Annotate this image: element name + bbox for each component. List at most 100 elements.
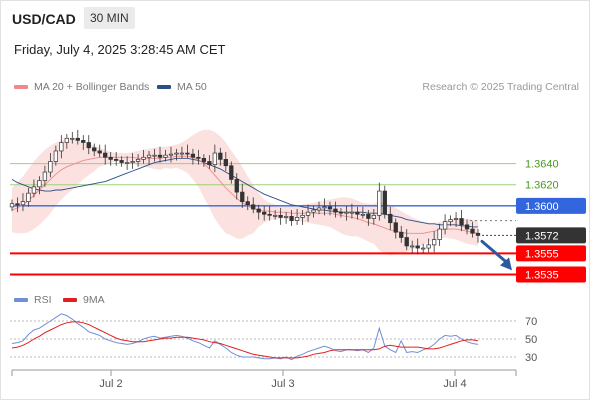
candle-body: [410, 245, 415, 248]
legend-swatch-ma50: [157, 85, 171, 89]
legend-swatch-ma20: [14, 85, 28, 89]
level-tag-1.3600: [516, 197, 586, 214]
level-label-1.3600: 1.3600: [525, 201, 559, 213]
candle-body: [124, 162, 130, 164]
candle: [322, 198, 327, 216]
level-tag-1.3555: [516, 245, 586, 262]
candle: [294, 209, 300, 225]
candle: [75, 129, 80, 145]
chart-header: USD/CAD 30 MIN: [1, 1, 589, 37]
candle-body: [421, 247, 426, 250]
candle-body: [289, 216, 294, 221]
candle: [86, 135, 91, 155]
x-tick-label: Jul 3: [271, 378, 294, 390]
candle-body: [190, 153, 196, 158]
candle: [15, 197, 20, 213]
candle-body: [229, 165, 234, 180]
candle-body: [48, 161, 53, 173]
candle: [245, 196, 250, 211]
candle-body: [404, 237, 409, 247]
legend-rsi-ma9: 9MA: [63, 294, 105, 306]
candle: [283, 212, 289, 224]
candle: [37, 176, 42, 195]
candle: [360, 206, 366, 219]
candle: [415, 238, 420, 255]
candle: [442, 214, 448, 235]
rsi-line: [11, 313, 479, 361]
candle: [404, 229, 409, 251]
rsi-tick-30: 30: [525, 352, 537, 364]
candle: [327, 201, 333, 216]
candle-body: [349, 211, 355, 214]
candle: [311, 205, 316, 218]
candle-body: [294, 217, 300, 221]
candle: [196, 149, 201, 165]
candle-body: [470, 228, 475, 234]
candle-body: [234, 179, 239, 193]
candle-body: [355, 211, 360, 215]
candle-body: [152, 154, 157, 157]
candle: [207, 155, 212, 169]
candle: [31, 179, 37, 198]
level-label-1.3555: 1.3555: [525, 248, 559, 260]
candle: [251, 197, 256, 214]
candle: [103, 144, 108, 165]
candle: [53, 145, 59, 166]
candle: [459, 210, 464, 232]
candle-body: [92, 147, 97, 152]
candle-body: [415, 245, 420, 249]
last-price-tag: [516, 227, 586, 244]
source-credit: Research © 2025 Trading Central: [422, 81, 579, 93]
candle-body: [37, 180, 42, 188]
candle: [64, 134, 69, 149]
candle: [289, 210, 294, 226]
candle-body: [103, 152, 108, 158]
candle-body: [212, 152, 217, 166]
forecast-arrow-head: [500, 257, 512, 271]
interval-badge[interactable]: 30 MIN: [84, 7, 135, 29]
price-panel: 1.3640 1.3620 1.3600 1.3555 1.3535 1.3572: [9, 129, 586, 283]
candle: [185, 144, 190, 159]
candle-body: [382, 190, 387, 215]
candle: [201, 154, 207, 167]
candle: [119, 156, 124, 167]
candle: [135, 154, 141, 167]
candle: [124, 156, 130, 170]
candle: [470, 221, 475, 238]
candle-body: [20, 201, 26, 206]
candle-body: [9, 203, 15, 208]
candle-body: [322, 206, 327, 209]
ma50-line: [11, 157, 478, 228]
candle: [371, 209, 376, 225]
candle-body: [256, 208, 261, 213]
candle-body: [114, 159, 119, 161]
legend-label-rsi: RSI: [34, 294, 52, 306]
candle-body: [251, 204, 256, 210]
candle-body: [283, 216, 289, 218]
candle-body: [344, 211, 349, 214]
candle: [234, 173, 239, 200]
candle: [146, 150, 152, 165]
candle-body: [267, 213, 272, 216]
candle-body: [218, 152, 223, 160]
legend-ma50: MA 50: [157, 81, 207, 93]
candle: [388, 206, 393, 231]
candle: [218, 147, 223, 166]
candle-body: [393, 222, 398, 233]
candle: [437, 223, 442, 246]
candle: [262, 205, 267, 221]
timestamp: Friday, July 4, 2025 3:28:45 AM CET: [14, 42, 226, 57]
candle: [344, 205, 349, 221]
candle: [267, 205, 272, 221]
candle-body: [157, 154, 163, 158]
candle: [229, 161, 234, 184]
candle-body: [278, 214, 283, 218]
candle: [366, 210, 371, 226]
candle-body: [273, 214, 278, 217]
candle-body: [163, 154, 168, 158]
candle: [421, 243, 426, 254]
candle-body: [86, 142, 91, 149]
candle-body: [464, 224, 470, 230]
